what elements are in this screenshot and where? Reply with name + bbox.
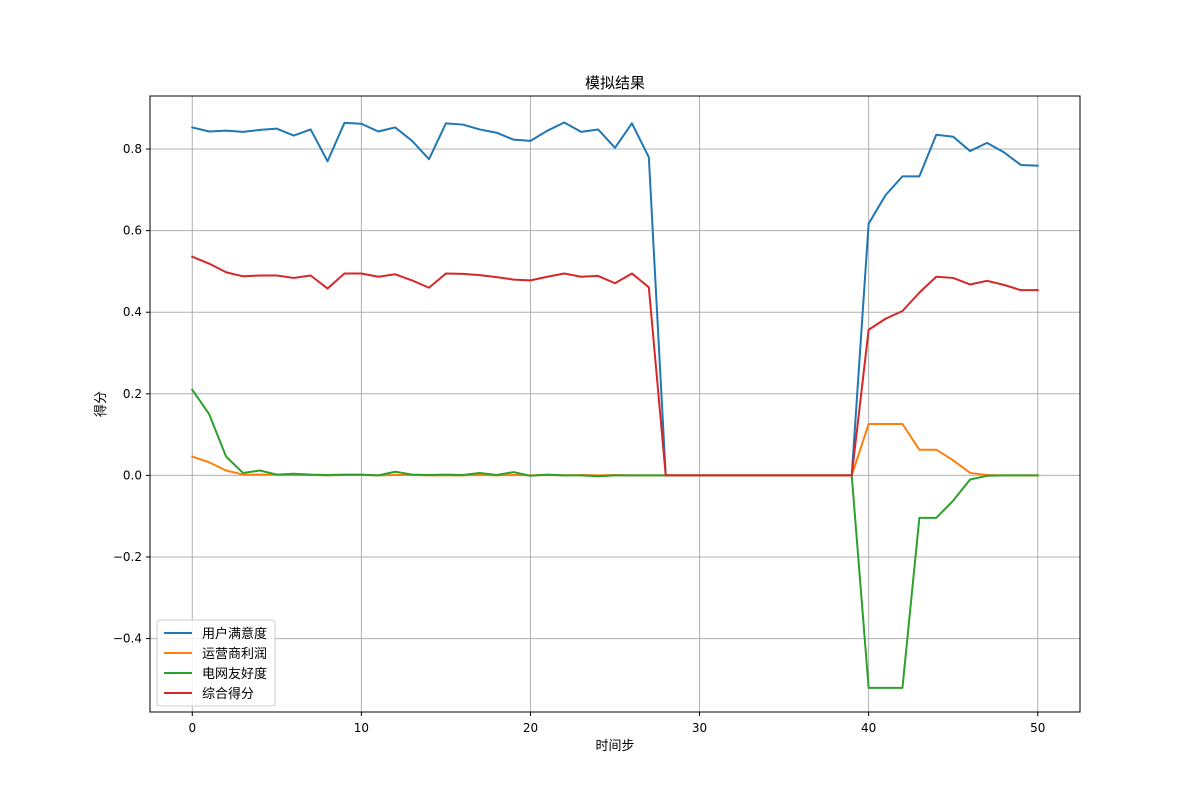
x-axis: 0 10 20 30 40 50	[188, 712, 1045, 735]
x-tick-label: 10	[354, 721, 369, 735]
x-tick-label: 0	[188, 721, 196, 735]
x-tick-label: 20	[523, 721, 538, 735]
legend-label: 运营商利润	[202, 647, 267, 662]
y-tick-label: 0.4	[123, 305, 142, 319]
y-tick-label: 0.8	[123, 142, 142, 156]
y-tick-label: 0.0	[123, 468, 142, 482]
series-line-1	[191, 121, 1039, 477]
y-tick-label: 0.6	[123, 224, 142, 238]
y-tick-label: −0.2	[113, 550, 142, 564]
x-tick-label: 40	[861, 721, 876, 735]
chart-title: 模拟结果	[585, 74, 645, 92]
legend-label: 电网友好度	[202, 666, 267, 682]
y-tick-label: −0.4	[113, 632, 142, 646]
y-tick-label: 0.2	[123, 387, 142, 401]
series-layer	[190, 121, 1039, 689]
y-axis-title: 得分	[93, 391, 109, 417]
series-line-4	[190, 255, 1039, 477]
plot-frame	[149, 95, 1081, 713]
x-tick-label: 50	[1030, 721, 1045, 735]
x-axis-title: 时间步	[595, 739, 634, 754]
legend-label: 用户满意度	[202, 626, 267, 642]
legend-box	[156, 619, 276, 707]
y-axis: −0.4 −0.2 0.0 0.2 0.4 0.6 0.8	[113, 142, 150, 646]
series-line-3	[190, 388, 1039, 689]
legend-label: 综合得分	[202, 686, 254, 702]
x-tick-label: 30	[692, 721, 707, 735]
